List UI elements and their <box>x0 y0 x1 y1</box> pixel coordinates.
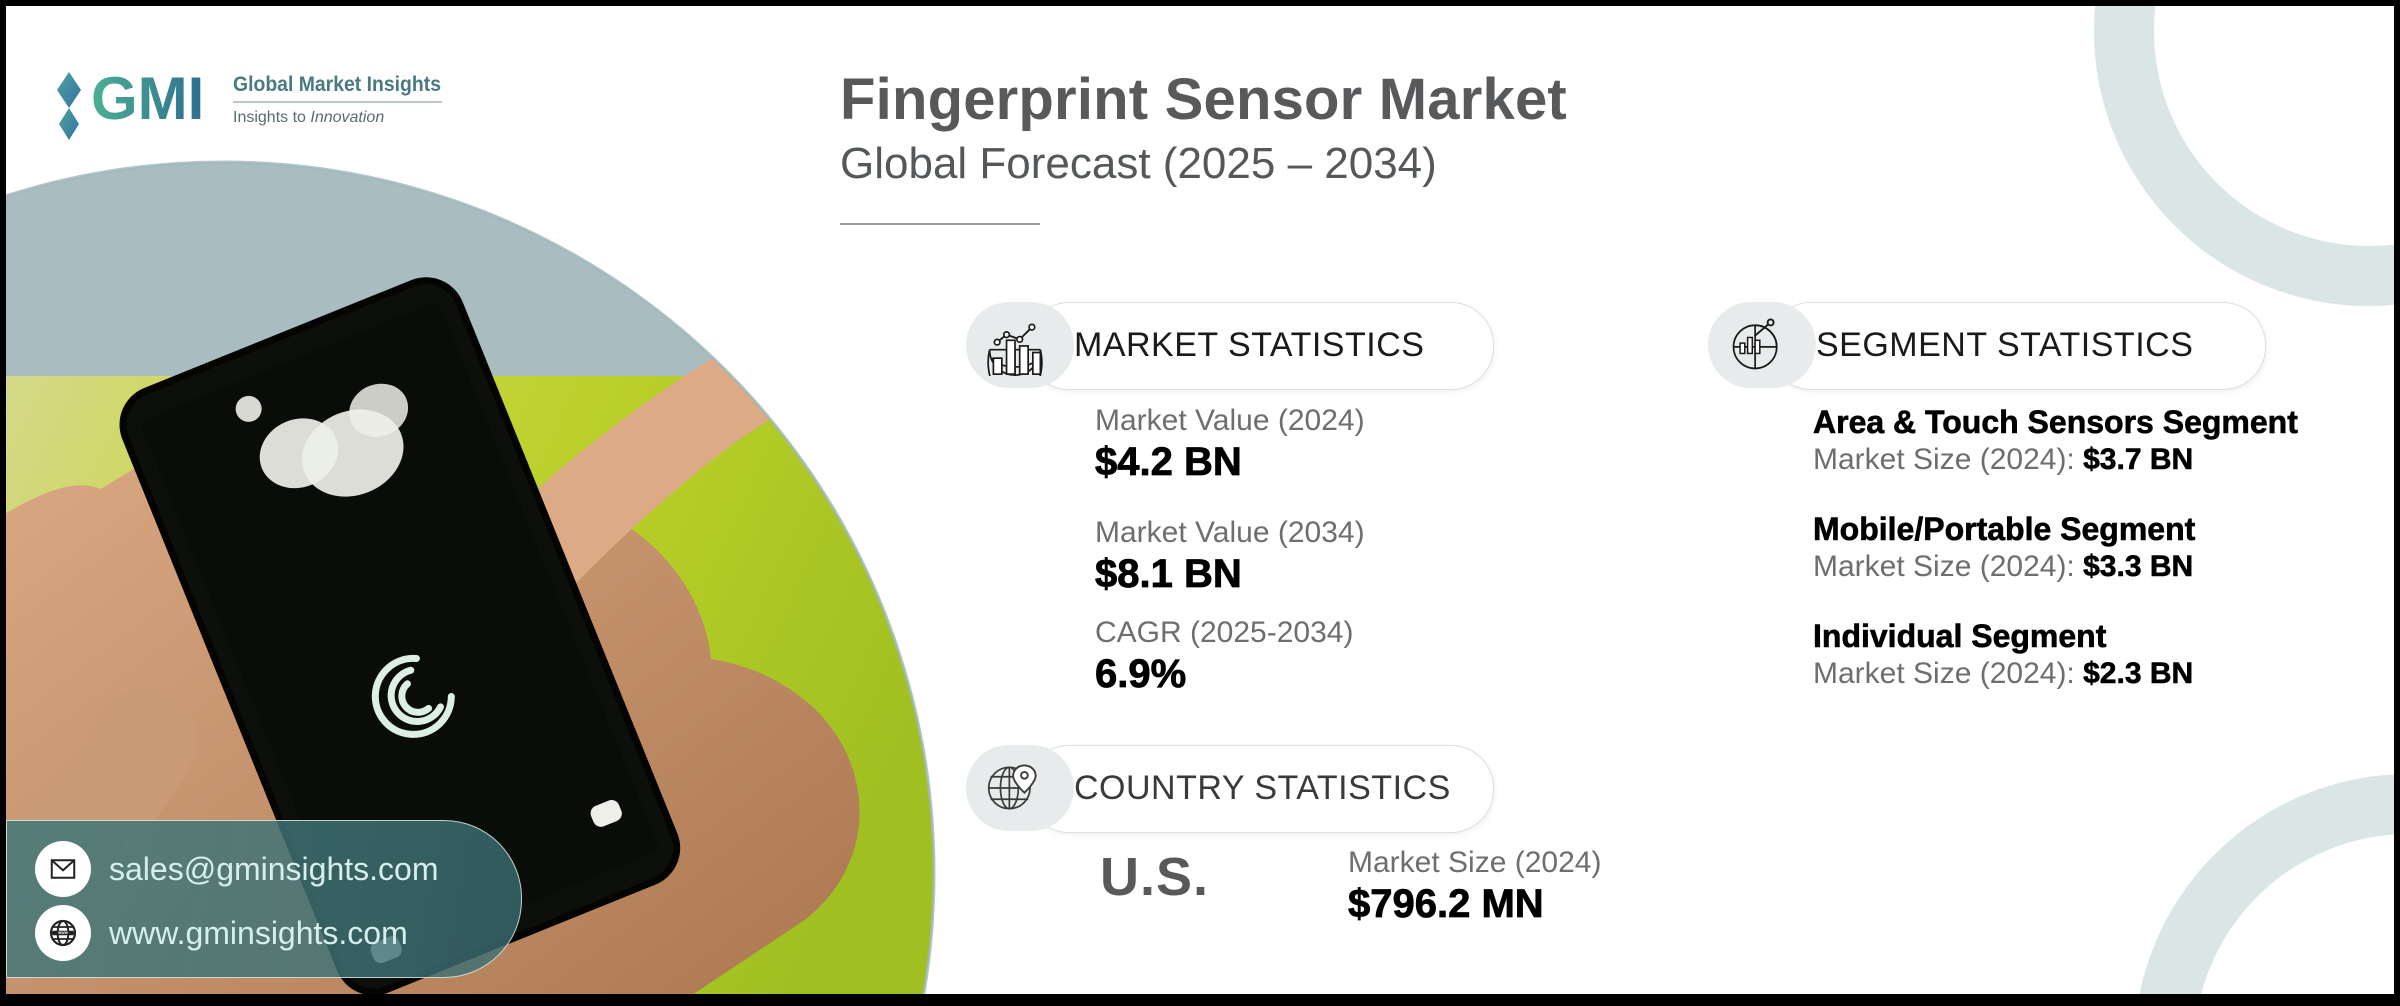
svg-text:WWW: WWW <box>58 931 69 935</box>
